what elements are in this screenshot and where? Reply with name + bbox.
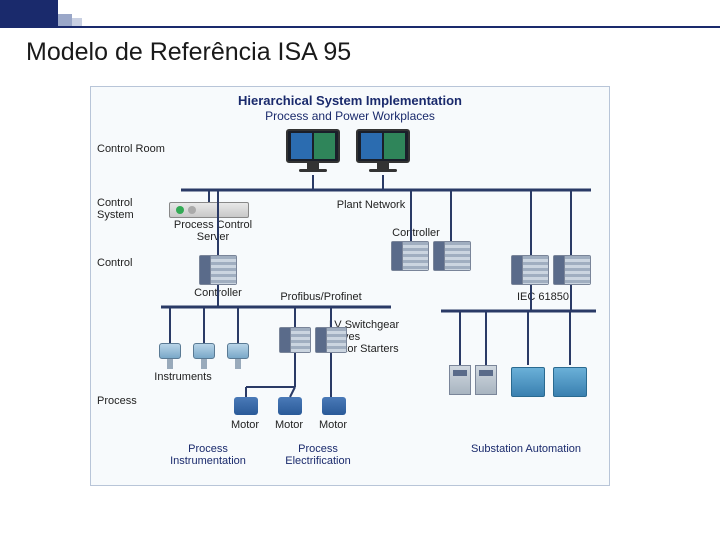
row-label-control: Control (97, 257, 132, 269)
drive-1 (279, 327, 311, 353)
label-motor-3: Motor (311, 419, 355, 431)
slide-title: Modelo de Referência ISA 95 (26, 38, 351, 67)
row-label-process: Process (97, 395, 137, 407)
instrument-2 (189, 343, 219, 369)
substation-box-2 (553, 367, 587, 397)
motor-3 (319, 397, 349, 419)
instrument-3 (223, 343, 253, 369)
label-motor-2: Motor (267, 419, 311, 431)
instrument-1 (155, 343, 185, 369)
label-profibus: Profibus/Profinet (261, 291, 381, 303)
label-process-instrumentation: Process Instrumentation (153, 443, 263, 467)
substation-cabinet-1 (449, 365, 471, 395)
label-plant-network: Plant Network (321, 199, 421, 211)
iec-device-2 (553, 255, 591, 285)
isa95-diagram: Hierarchical System Implementation Proce… (91, 87, 609, 485)
process-control-server (169, 202, 249, 218)
diagram-subtitle: Process and Power Workplaces (91, 109, 609, 123)
label-process-electrification: Process Electrification (263, 443, 373, 467)
substation-box-1 (511, 367, 545, 397)
label-controller-right: Controller (381, 227, 451, 239)
controller-left (199, 255, 237, 285)
label-process-control-server: Process Control Server (163, 219, 263, 243)
row-label-control-room: Control Room (97, 143, 165, 155)
label-instruments: Instruments (143, 371, 223, 383)
controller-right-1 (391, 241, 429, 271)
label-motor-1: Motor (223, 419, 267, 431)
workstation-monitor-2 (356, 129, 410, 171)
motor-1 (231, 397, 261, 419)
label-iec61850: IEC 61850 (503, 291, 583, 303)
diagram-container: Hierarchical System Implementation Proce… (90, 86, 610, 486)
slide-topbar (0, 0, 720, 28)
iec-device-1 (511, 255, 549, 285)
topbar-underline (58, 26, 720, 28)
substation-cabinet-2 (475, 365, 497, 395)
motor-2 (275, 397, 305, 419)
drive-2 (315, 327, 347, 353)
row-label-control-system: Control System (97, 197, 134, 221)
controller-right-2 (433, 241, 471, 271)
label-controller-left: Controller (183, 287, 253, 299)
label-substation-automation: Substation Automation (451, 443, 601, 455)
topbar-accent (0, 0, 58, 28)
workstation-monitor-1 (286, 129, 340, 171)
diagram-title: Hierarchical System Implementation (91, 93, 609, 108)
